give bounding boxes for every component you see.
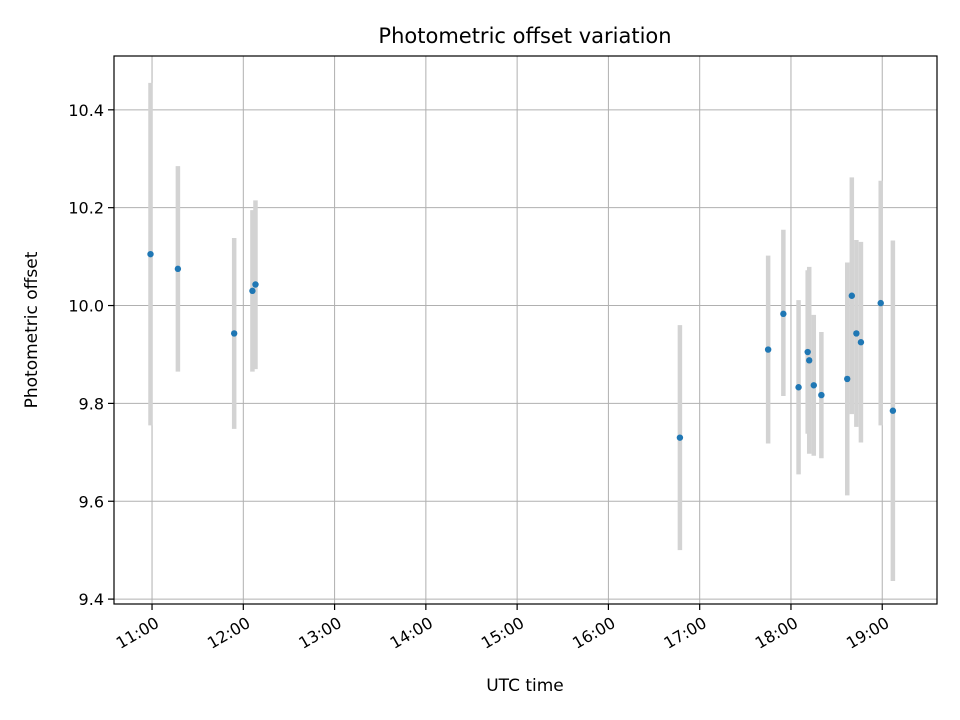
data-point bbox=[853, 330, 860, 337]
data-point bbox=[806, 357, 813, 364]
data-point bbox=[844, 375, 851, 383]
data-point bbox=[147, 250, 154, 258]
errorbar-layer bbox=[148, 82, 896, 582]
x-tick-label: 13:00 bbox=[295, 613, 344, 653]
data-point bbox=[795, 384, 802, 391]
data-point bbox=[764, 346, 772, 353]
x-tick-label: 12:00 bbox=[204, 613, 253, 653]
data-point bbox=[249, 287, 256, 295]
x-tick-label: 17:00 bbox=[660, 613, 709, 653]
y-tick-label: 10.2 bbox=[68, 199, 104, 218]
data-point bbox=[174, 265, 182, 273]
y-tick-label: 9.6 bbox=[79, 492, 104, 511]
data-point bbox=[804, 348, 811, 356]
data-point bbox=[877, 299, 884, 307]
data-point bbox=[780, 310, 787, 318]
data-point bbox=[810, 382, 817, 389]
chart-title: Photometric offset variation bbox=[378, 24, 671, 48]
plot-frame bbox=[113, 55, 938, 605]
y-tick-label: 9.8 bbox=[79, 394, 104, 413]
y-axis-title: Photometric offset bbox=[22, 251, 42, 408]
x-tick-label: 11:00 bbox=[113, 613, 162, 653]
x-axis-title: UTC time bbox=[486, 676, 564, 696]
x-tick-label: 15:00 bbox=[478, 613, 527, 653]
x-tick-label: 16:00 bbox=[569, 613, 618, 653]
y-tick-label: 9.4 bbox=[79, 590, 104, 609]
y-tick-label: 10.0 bbox=[68, 297, 104, 316]
data-point bbox=[676, 434, 684, 441]
x-axis-ticks: 11:00 12:00 13:00 14:00 15:00 16:00 17:00 18:00… bbox=[113, 604, 892, 653]
x-tick-label: 18:00 bbox=[752, 613, 801, 653]
data-point bbox=[230, 330, 238, 337]
x-tick-label: 19:00 bbox=[843, 613, 892, 653]
data-point bbox=[848, 292, 856, 299]
data-point bbox=[818, 391, 825, 399]
y-tick-label: 10.4 bbox=[68, 101, 104, 120]
data-point bbox=[252, 281, 259, 288]
point-layer bbox=[147, 250, 897, 441]
data-point bbox=[857, 339, 865, 346]
data-point bbox=[889, 407, 897, 414]
x-tick-label: 14:00 bbox=[387, 613, 436, 653]
y-axis-ticks: 9.4 9.6 9.8 10.0 10.2 10.4 bbox=[68, 101, 114, 609]
